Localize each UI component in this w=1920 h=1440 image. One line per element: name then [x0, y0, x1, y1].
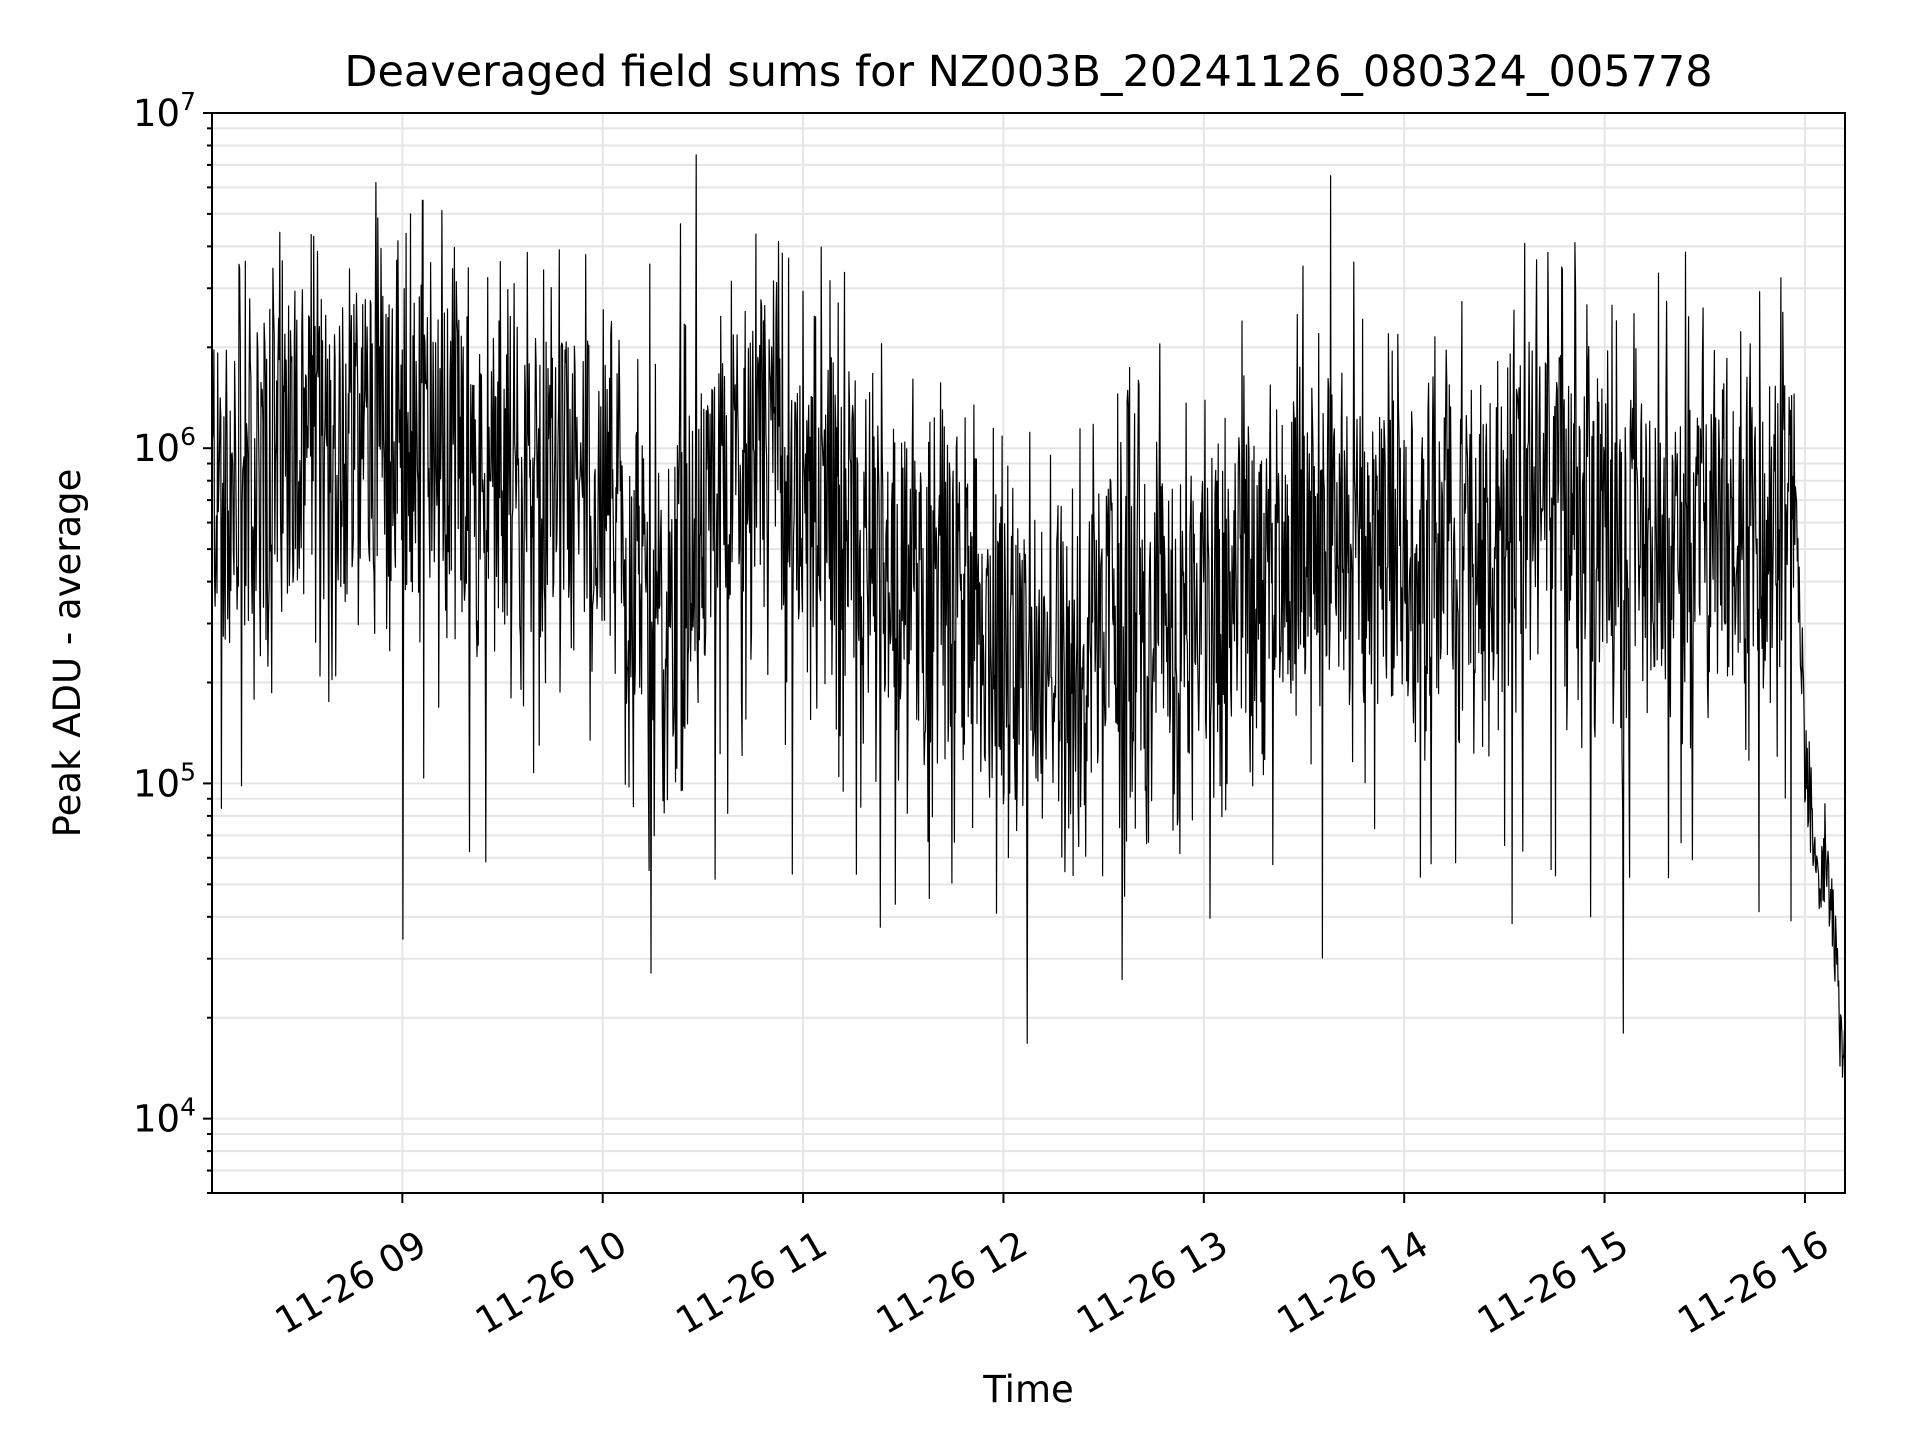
- x-tick-label: 11-26 15: [1470, 1222, 1636, 1342]
- y-tick-label-exponent: 7: [180, 87, 196, 116]
- y-tick-label: 104: [133, 1093, 196, 1141]
- x-tick-label: 11-26 13: [1069, 1222, 1235, 1342]
- y-tick-label-base: 10: [133, 762, 180, 805]
- plot-frame: [211, 112, 1846, 1194]
- y-tick-label-base: 10: [133, 1098, 180, 1141]
- y-tick-label: 106: [133, 422, 196, 470]
- y-axis-label: Peak ADU - average: [46, 469, 89, 838]
- y-tick-label-exponent: 4: [180, 1093, 196, 1122]
- y-tick-label-exponent: 5: [180, 757, 196, 786]
- x-tick-label: 11-26 10: [468, 1222, 634, 1342]
- x-axis-label: Time: [982, 1368, 1074, 1411]
- y-tick-label-exponent: 6: [180, 422, 196, 451]
- y-tick-label: 105: [133, 757, 196, 805]
- y-tick-label-base: 10: [133, 427, 180, 470]
- x-tick-label: 11-26 11: [669, 1222, 835, 1342]
- x-tick-label: 11-26 14: [1270, 1222, 1436, 1342]
- series-line: [211, 154, 1846, 1138]
- x-tick-label: 11-26 09: [268, 1222, 434, 1342]
- chart-title: Deaveraged field sums for NZ003B_2024112…: [344, 47, 1712, 97]
- y-tick-label: 107: [133, 87, 196, 135]
- y-tick-label-base: 10: [133, 92, 180, 135]
- x-tick-label: 11-26 16: [1671, 1222, 1837, 1342]
- x-tick-label: 11-26 12: [869, 1222, 1035, 1342]
- grid-lines: [212, 112, 1845, 1194]
- plot-area: [211, 154, 1846, 1138]
